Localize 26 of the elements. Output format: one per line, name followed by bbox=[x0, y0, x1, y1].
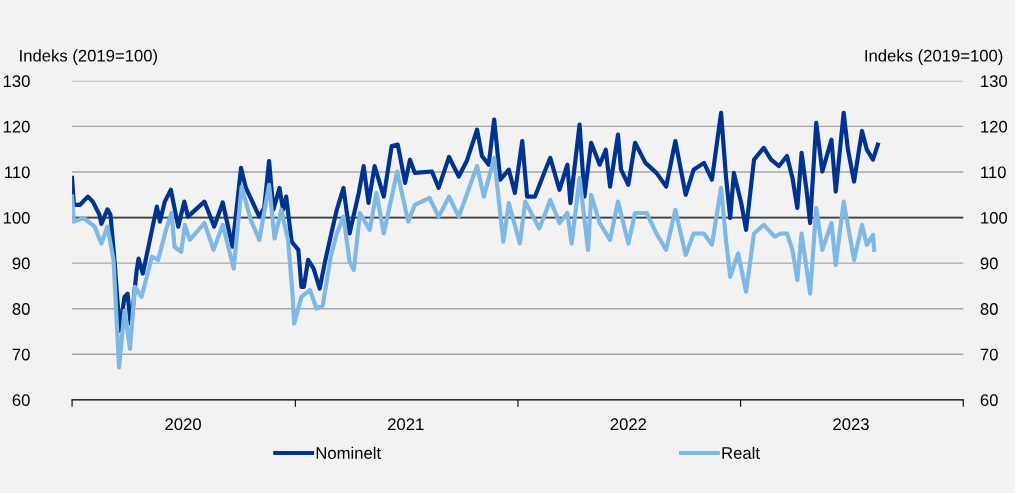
y2-tick-label: 80 bbox=[980, 303, 998, 315]
y-tick-label: 110 bbox=[5, 166, 30, 179]
line-series bbox=[72, 155, 877, 370]
x-tick-label: 2021 bbox=[388, 418, 424, 431]
y2-tick-label: 100 bbox=[981, 211, 1008, 224]
legend-label: Realt bbox=[722, 446, 760, 459]
y2-tick-label: 120 bbox=[981, 120, 1008, 133]
y2-tick-label: 110 bbox=[981, 166, 1006, 179]
y-tick-label: 130 bbox=[3, 75, 30, 88]
y-tick-label: 60 bbox=[12, 394, 30, 407]
y-tick-label: 70 bbox=[12, 348, 30, 361]
x-tick-label: 2023 bbox=[833, 418, 869, 431]
y-axis-title: Indeks (2019=100) bbox=[20, 49, 158, 65]
line-series bbox=[72, 110, 880, 333]
y-tick-label: 90 bbox=[12, 257, 30, 270]
y-tick-label: 100 bbox=[3, 211, 30, 224]
legend-label: Nominelt bbox=[316, 446, 381, 459]
y2-tick-label: 70 bbox=[980, 348, 998, 361]
x-tick-label: 2022 bbox=[610, 418, 647, 431]
x-tick-label: 2020 bbox=[165, 418, 201, 431]
y2-tick-label: 130 bbox=[981, 75, 1008, 88]
y-tick-label: 120 bbox=[3, 120, 30, 133]
y2-axis-title: Indeks (2019=100) bbox=[865, 49, 1003, 65]
y2-tick-label: 90 bbox=[980, 257, 998, 270]
y-tick-label: 80 bbox=[12, 303, 30, 315]
y2-tick-label: 60 bbox=[980, 394, 998, 407]
